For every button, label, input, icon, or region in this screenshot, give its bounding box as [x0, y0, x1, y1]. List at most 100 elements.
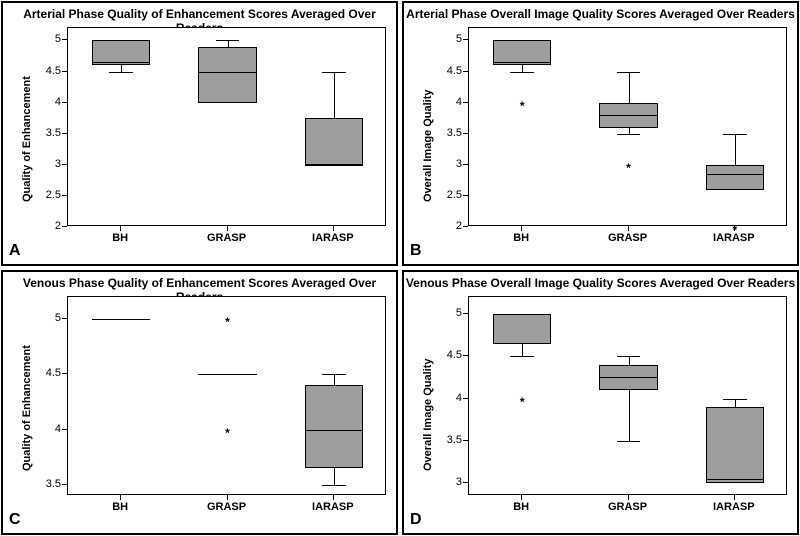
y-tick-mark [62, 195, 67, 196]
x-tick-label: BH [112, 232, 128, 244]
plot-area [67, 27, 386, 226]
x-tick-mark [333, 226, 334, 231]
panel-c: CVenous Phase Quality of Enhancement Sco… [1, 270, 398, 535]
outlier-point: * [520, 396, 525, 408]
whisker-upper [629, 72, 630, 103]
y-axis-label: Quality of Enhancement [21, 345, 33, 471]
y-tick-mark [62, 484, 67, 485]
x-tick-mark [734, 226, 735, 231]
x-tick-mark [734, 495, 735, 500]
whisker-cap [322, 485, 345, 486]
y-tick-mark [62, 164, 67, 165]
x-tick-label: GRASP [207, 501, 246, 513]
whisker-cap [109, 72, 132, 73]
y-tick-label: 2 [434, 220, 462, 232]
y-tick-label: 5 [33, 33, 61, 45]
plot-area: * [468, 296, 787, 495]
outlier-point: * [626, 162, 631, 174]
plot-area: *** [468, 27, 787, 226]
whisker-upper [629, 356, 630, 364]
y-tick-mark [463, 71, 468, 72]
y-tick-mark [463, 440, 468, 441]
whisker-cap [723, 134, 746, 135]
y-tick-mark [62, 102, 67, 103]
boxplot-median [706, 479, 764, 480]
y-axis-label: Quality of Enhancement [21, 76, 33, 202]
x-tick-mark [628, 226, 629, 231]
x-tick-label: BH [513, 501, 529, 513]
y-tick-label: 5 [33, 312, 61, 324]
y-tick-mark [463, 482, 468, 483]
y-tick-mark [62, 71, 67, 72]
y-axis-label: Overall Image Quality [422, 359, 434, 472]
boxplot-box [305, 385, 363, 468]
whisker-upper [334, 374, 335, 385]
x-tick-label: IARASP [713, 501, 755, 513]
plot-title: Venous Phase Overall Image Quality Score… [404, 276, 797, 290]
figure-root: AArterial Phase Quality of Enhancement S… [0, 0, 800, 536]
y-tick-label: 5 [434, 307, 462, 319]
x-tick-label: IARASP [312, 501, 354, 513]
panel-b: B Arterial Phase Overall Image Quality Sc… [402, 1, 799, 266]
whisker-upper [735, 399, 736, 407]
y-tick-label: 3.5 [434, 127, 462, 139]
whisker-lower [629, 390, 630, 441]
boxplot-median [198, 72, 256, 73]
y-tick-mark [62, 39, 67, 40]
y-tick-mark [62, 318, 67, 319]
y-tick-label: 3 [33, 158, 61, 170]
whisker-cap [216, 40, 239, 41]
whisker-lower [334, 468, 335, 485]
boxplot-box [706, 407, 764, 483]
whisker-cap [617, 134, 640, 135]
y-tick-mark [463, 195, 468, 196]
whisker-lower [522, 344, 523, 357]
x-tick-label: BH [513, 232, 529, 244]
y-tick-label: 2.5 [33, 189, 61, 201]
plot-area: ** [67, 296, 386, 495]
x-tick-label: GRASP [207, 232, 246, 244]
x-tick-mark [333, 495, 334, 500]
boxplot-median [198, 374, 256, 375]
x-tick-mark [628, 495, 629, 500]
y-tick-mark [463, 102, 468, 103]
x-tick-mark [227, 226, 228, 231]
y-tick-mark [463, 226, 468, 227]
y-tick-mark [62, 226, 67, 227]
x-tick-label: IARASP [312, 232, 354, 244]
y-tick-mark [463, 355, 468, 356]
outlier-point: * [225, 316, 230, 328]
boxplot-median [706, 174, 764, 175]
boxplot-median [92, 319, 150, 320]
y-tick-mark [463, 164, 468, 165]
y-tick-mark [62, 429, 67, 430]
whisker-upper [735, 134, 736, 165]
boxplot-median [305, 165, 363, 166]
y-tick-label: 4 [434, 392, 462, 404]
x-tick-label: BH [112, 501, 128, 513]
x-tick-label: IARASP [713, 232, 755, 244]
boxplot-median [599, 377, 657, 378]
plot-title: Arterial Phase Overall Image Quality Sco… [404, 7, 797, 21]
y-tick-mark [62, 373, 67, 374]
y-tick-label: 5 [434, 33, 462, 45]
x-tick-label: GRASP [608, 501, 647, 513]
panel-a: AArterial Phase Quality of Enhancement S… [1, 1, 398, 266]
y-tick-label: 3 [434, 158, 462, 170]
boxplot-box [198, 47, 256, 103]
y-tick-label: 2 [33, 220, 61, 232]
boxplot-median [92, 62, 150, 63]
x-tick-mark [120, 226, 121, 231]
outlier-point: * [225, 427, 230, 439]
whisker-cap [322, 374, 345, 375]
boxplot-box [706, 165, 764, 190]
y-tick-label: 4.5 [434, 65, 462, 77]
y-tick-label: 3.5 [33, 127, 61, 139]
whisker-cap [510, 72, 533, 73]
y-tick-label: 4 [33, 423, 61, 435]
y-tick-label: 4 [434, 96, 462, 108]
panel-letter: B [410, 242, 422, 260]
x-tick-mark [521, 226, 522, 231]
whisker-cap [617, 72, 640, 73]
boxplot-median [493, 62, 551, 63]
